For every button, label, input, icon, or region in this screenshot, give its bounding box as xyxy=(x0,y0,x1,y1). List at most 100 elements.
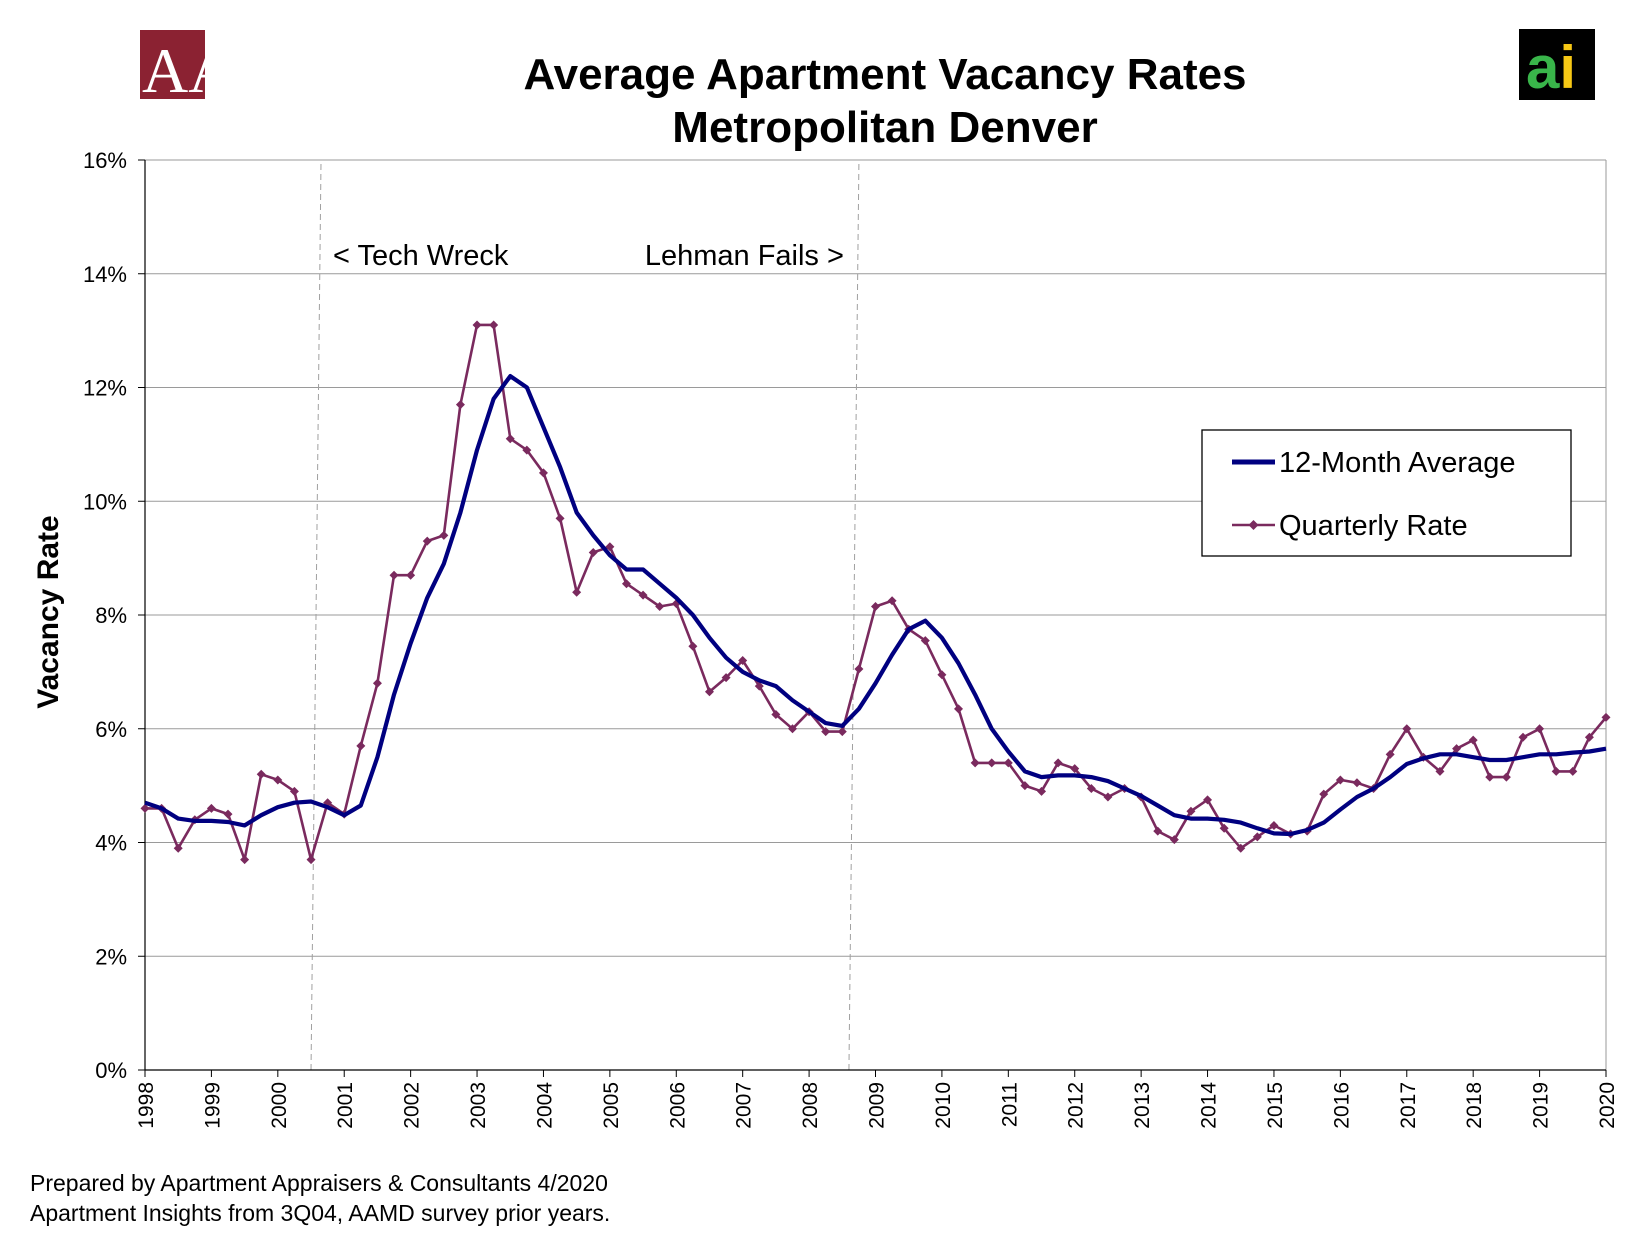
data-point-quarterly-rate xyxy=(655,601,665,611)
chart-title: Average Apartment Vacancy Rates xyxy=(523,50,1246,99)
data-point-quarterly-rate xyxy=(771,710,781,720)
data-point-quarterly-rate xyxy=(356,741,366,751)
x-tick-label: 1998 xyxy=(135,1082,158,1129)
axes: 0% 2% 4% 6% 8% 10% 12% 14% 16% 1998 1999 2000 2001 20… xyxy=(83,148,1619,1129)
x-tick-label: 2004 xyxy=(533,1082,556,1129)
data-point-quarterly-rate xyxy=(240,855,250,865)
data-point-quarterly-rate xyxy=(140,803,150,813)
data-point-quarterly-rate xyxy=(472,320,482,330)
data-point-quarterly-rate xyxy=(588,547,598,557)
x-tick-label: 2007 xyxy=(733,1082,756,1129)
data-point-quarterly-rate xyxy=(954,704,964,714)
data-point-quarterly-rate xyxy=(173,843,183,853)
x-tick-label: 2006 xyxy=(666,1082,689,1129)
data-point-quarterly-rate xyxy=(920,636,930,646)
y-tick-label: 6% xyxy=(95,717,127,742)
data-point-quarterly-rate xyxy=(1402,724,1412,734)
gridlines xyxy=(145,159,1607,1070)
data-point-quarterly-rate xyxy=(1053,758,1063,768)
data-point-quarterly-rate xyxy=(572,587,582,597)
x-tick-label: 2009 xyxy=(866,1082,889,1129)
data-point-quarterly-rate xyxy=(372,678,382,688)
data-point-quarterly-rate xyxy=(422,536,432,546)
x-tick-label: 2000 xyxy=(268,1082,291,1129)
x-tick-label: 2013 xyxy=(1131,1082,1154,1129)
ai-logo-background xyxy=(1519,29,1595,100)
data-point-quarterly-rate xyxy=(555,513,565,523)
data-point-quarterly-rate xyxy=(389,570,399,580)
data-point-quarterly-rate xyxy=(256,769,266,779)
x-tick-label: 2014 xyxy=(1198,1082,1221,1129)
legend-box xyxy=(1201,429,1572,557)
data-point-quarterly-rate xyxy=(1584,732,1594,742)
annotation-label: < Tech Wreck xyxy=(333,240,509,272)
x-tick-label: 2011 xyxy=(998,1082,1021,1127)
data-point-quarterly-rate xyxy=(273,775,283,785)
data-point-quarterly-rate xyxy=(1319,789,1329,799)
data-point-quarterly-rate xyxy=(1551,766,1561,776)
x-tick-label: 2020 xyxy=(1596,1082,1619,1129)
ai-logo-text: ai xyxy=(1526,34,1576,101)
x-tick-label: 2019 xyxy=(1530,1082,1553,1129)
x-tick-label: 2005 xyxy=(600,1082,623,1129)
data-point-quarterly-rate xyxy=(522,445,532,455)
data-point-quarterly-rate xyxy=(854,664,864,674)
event-line xyxy=(310,159,322,1071)
data-point-quarterly-rate xyxy=(1385,749,1395,759)
data-point-quarterly-rate xyxy=(1601,712,1611,722)
x-tick-label: 2016 xyxy=(1330,1082,1353,1129)
y-axis-label: Vacancy Rate xyxy=(32,515,65,708)
data-point-quarterly-rate xyxy=(1468,735,1478,745)
data-point-quarterly-rate xyxy=(1236,843,1246,853)
data-point-quarterly-rate xyxy=(754,681,764,691)
data-point-quarterly-rate xyxy=(688,641,698,651)
x-tick-label: 2008 xyxy=(799,1082,822,1129)
y-tick-label: 2% xyxy=(95,944,127,969)
data-point-quarterly-rate xyxy=(721,673,731,683)
x-tick-label: 1999 xyxy=(201,1082,224,1129)
aac-logo-text: AA&C xyxy=(142,35,327,106)
y-tick-label: 10% xyxy=(83,489,127,514)
data-point-quarterly-rate xyxy=(1186,806,1196,816)
data-point-quarterly-rate xyxy=(738,656,748,665)
data-point-quarterly-rate xyxy=(1103,792,1113,802)
data-point-quarterly-rate xyxy=(223,809,233,819)
event-lines: < Tech Wreck Lehman Fails > xyxy=(310,159,860,1071)
y-tick-label: 14% xyxy=(83,262,127,287)
data-point-quarterly-rate xyxy=(987,758,997,768)
data-point-quarterly-rate xyxy=(206,803,216,813)
y-tick-label: 4% xyxy=(95,831,127,856)
annotation-label: Lehman Fails > xyxy=(645,240,844,272)
data-point-quarterly-rate xyxy=(1452,744,1462,754)
data-point-quarterly-rate xyxy=(455,400,465,410)
data-point-quarterly-rate xyxy=(704,687,714,697)
data-point-quarterly-rate xyxy=(1070,764,1080,774)
data-point-quarterly-rate xyxy=(621,579,631,589)
event-line xyxy=(848,159,860,1071)
data-point-quarterly-rate xyxy=(1518,732,1528,742)
x-tick-label: 2012 xyxy=(1065,1082,1088,1129)
data-point-quarterly-rate xyxy=(1535,724,1545,734)
x-tick-label: 2017 xyxy=(1397,1082,1420,1129)
data-point-quarterly-rate xyxy=(1219,823,1229,833)
ai-logo-i: i xyxy=(1559,34,1576,101)
data-point-quarterly-rate xyxy=(289,786,299,796)
data-point-quarterly-rate xyxy=(1003,758,1013,768)
x-tick-label: 2003 xyxy=(467,1082,490,1129)
x-tick-label: 2015 xyxy=(1264,1082,1287,1129)
x-tick-label: 2010 xyxy=(932,1082,955,1129)
data-point-quarterly-rate xyxy=(1335,775,1345,785)
data-point-quarterly-rate xyxy=(1086,783,1096,793)
series xyxy=(140,320,1611,865)
data-point-quarterly-rate xyxy=(638,590,648,600)
data-point-quarterly-rate xyxy=(1269,820,1279,830)
series-12-month-average xyxy=(144,374,1607,837)
data-point-quarterly-rate xyxy=(1153,826,1163,836)
legend-marker-quarterly-rate xyxy=(1248,520,1259,530)
data-point-quarterly-rate xyxy=(1435,766,1445,776)
ai-logo: ai xyxy=(1519,29,1595,101)
aac-logo-block xyxy=(140,30,205,99)
data-point-quarterly-rate xyxy=(1169,835,1179,845)
data-point-quarterly-rate xyxy=(489,320,499,330)
